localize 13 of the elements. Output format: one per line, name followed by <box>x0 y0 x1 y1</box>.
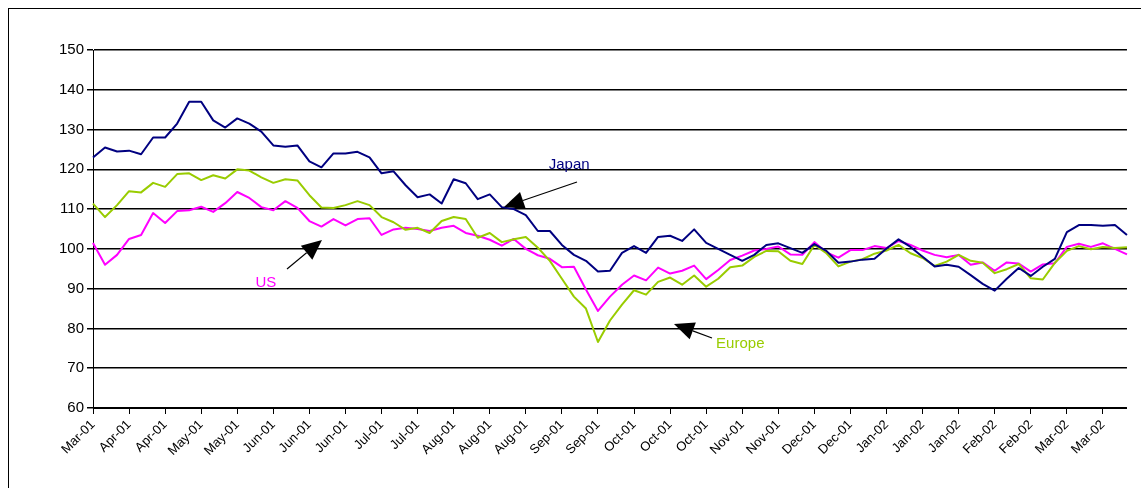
y-tick-label: 130 <box>58 119 84 137</box>
y-tick-label: 140 <box>58 79 84 97</box>
y-tick-label: 90 <box>67 278 84 296</box>
y-tick-label: 120 <box>58 159 84 177</box>
text: Europe <box>716 333 765 351</box>
text: Japan <box>548 155 590 173</box>
y-tick-label: 60 <box>67 398 84 416</box>
y-tick-label: 100 <box>58 239 84 257</box>
y-tick-label: 110 <box>60 199 84 217</box>
y-tick-label: 150 <box>58 40 84 58</box>
y-tick-label: 80 <box>67 318 84 336</box>
y-tick-label: 70 <box>67 358 84 376</box>
text: US <box>255 272 277 290</box>
